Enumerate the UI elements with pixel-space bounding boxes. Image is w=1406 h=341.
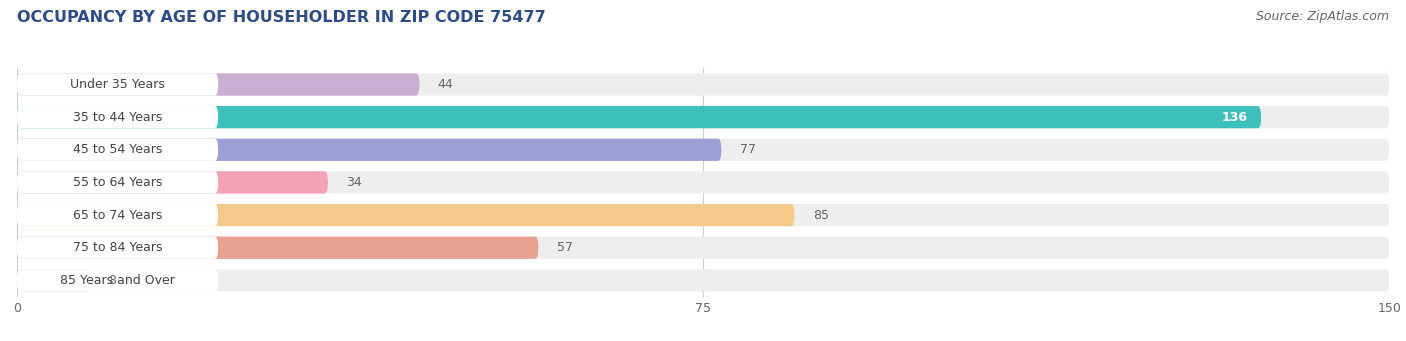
FancyBboxPatch shape bbox=[17, 106, 1389, 128]
FancyBboxPatch shape bbox=[17, 269, 1389, 292]
FancyBboxPatch shape bbox=[17, 204, 1389, 226]
FancyBboxPatch shape bbox=[17, 204, 218, 226]
Text: 77: 77 bbox=[740, 143, 755, 156]
Text: 34: 34 bbox=[346, 176, 361, 189]
Text: Under 35 Years: Under 35 Years bbox=[70, 78, 165, 91]
FancyBboxPatch shape bbox=[17, 237, 1389, 259]
FancyBboxPatch shape bbox=[17, 106, 1261, 128]
Text: 45 to 54 Years: 45 to 54 Years bbox=[73, 143, 162, 156]
FancyBboxPatch shape bbox=[17, 269, 218, 292]
Text: 65 to 74 Years: 65 to 74 Years bbox=[73, 209, 162, 222]
FancyBboxPatch shape bbox=[17, 204, 794, 226]
FancyBboxPatch shape bbox=[17, 73, 1389, 95]
FancyBboxPatch shape bbox=[17, 171, 328, 194]
FancyBboxPatch shape bbox=[17, 237, 538, 259]
Text: 57: 57 bbox=[557, 241, 572, 254]
Text: 85 Years and Over: 85 Years and Over bbox=[60, 274, 174, 287]
Text: 85: 85 bbox=[813, 209, 828, 222]
Text: 136: 136 bbox=[1222, 111, 1247, 124]
Text: 44: 44 bbox=[437, 78, 454, 91]
Text: 8: 8 bbox=[108, 274, 117, 287]
Text: 35 to 44 Years: 35 to 44 Years bbox=[73, 111, 162, 124]
FancyBboxPatch shape bbox=[17, 73, 218, 95]
FancyBboxPatch shape bbox=[17, 269, 90, 292]
Text: 75 to 84 Years: 75 to 84 Years bbox=[73, 241, 162, 254]
FancyBboxPatch shape bbox=[17, 73, 419, 95]
FancyBboxPatch shape bbox=[17, 171, 1389, 194]
Text: Source: ZipAtlas.com: Source: ZipAtlas.com bbox=[1256, 10, 1389, 23]
Text: OCCUPANCY BY AGE OF HOUSEHOLDER IN ZIP CODE 75477: OCCUPANCY BY AGE OF HOUSEHOLDER IN ZIP C… bbox=[17, 10, 546, 25]
FancyBboxPatch shape bbox=[17, 139, 721, 161]
FancyBboxPatch shape bbox=[17, 171, 218, 194]
FancyBboxPatch shape bbox=[17, 139, 218, 161]
FancyBboxPatch shape bbox=[17, 106, 218, 128]
FancyBboxPatch shape bbox=[17, 139, 1389, 161]
FancyBboxPatch shape bbox=[17, 237, 218, 259]
Text: 55 to 64 Years: 55 to 64 Years bbox=[73, 176, 162, 189]
